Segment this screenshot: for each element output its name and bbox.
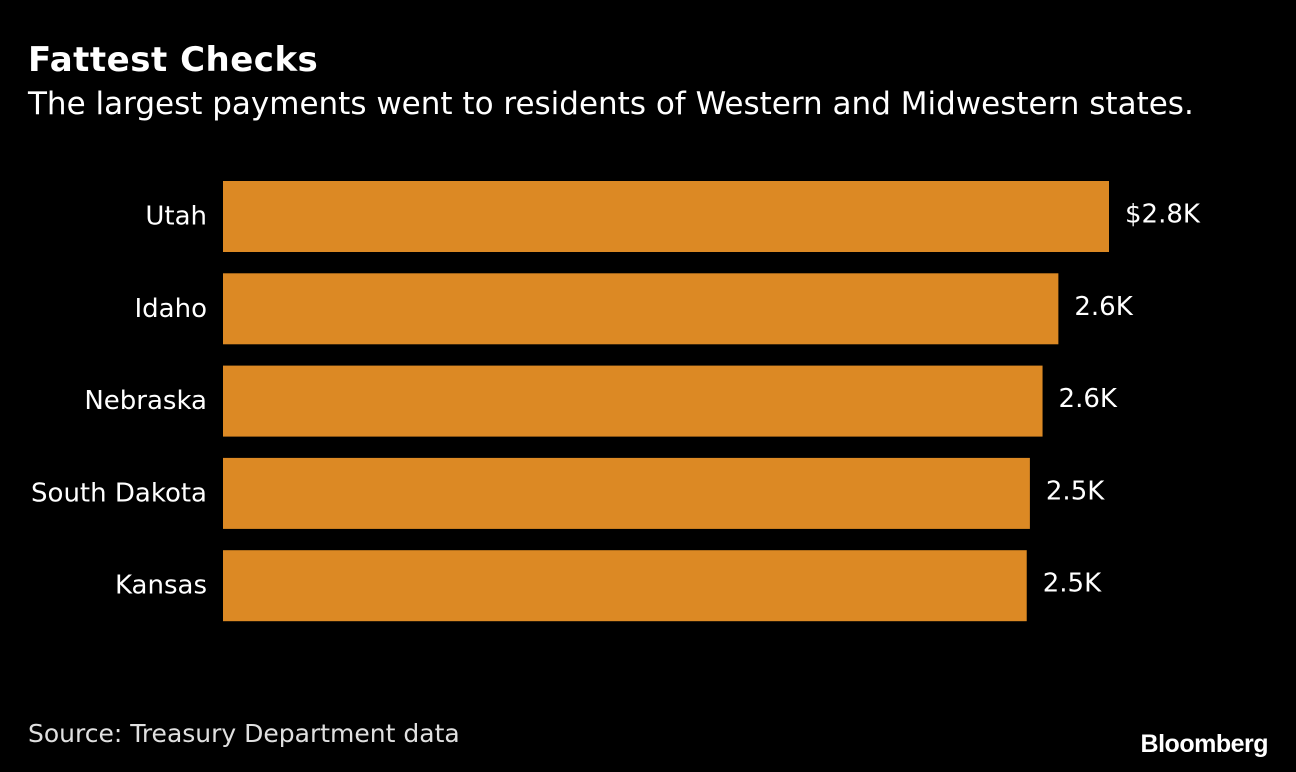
- bar-utah: [223, 181, 1109, 252]
- value-label: $2.8K: [1125, 200, 1201, 230]
- category-label: South Dakota: [31, 478, 207, 508]
- chart-title: Fattest Checks: [28, 40, 319, 80]
- value-label: 2.5K: [1043, 569, 1102, 599]
- bar-kansas: [223, 550, 1027, 622]
- value-label: 2.6K: [1074, 292, 1133, 322]
- bar-nebraska: [223, 365, 1043, 437]
- chart-subtitle: The largest payments went to residents o…: [28, 86, 1194, 122]
- bar-south-dakota: [223, 457, 1030, 529]
- value-label: 2.6K: [1059, 384, 1118, 414]
- category-label: Nebraska: [84, 386, 207, 416]
- bloomberg-logo: Bloomberg: [1140, 730, 1269, 758]
- source-note: Source: Treasury Department data: [28, 719, 460, 748]
- value-label: 2.5K: [1046, 476, 1105, 506]
- category-label: Utah: [145, 202, 207, 232]
- category-label: Idaho: [135, 294, 208, 324]
- bar-idaho: [223, 273, 1059, 345]
- category-label: Kansas: [115, 571, 207, 601]
